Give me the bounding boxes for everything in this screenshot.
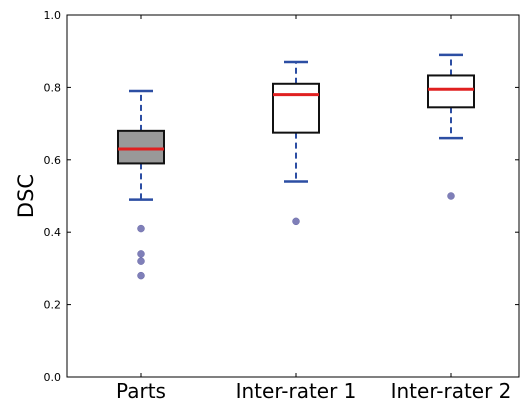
x-tick-label: Inter-rater 2 — [391, 379, 512, 400]
y-tick-label: 0.4 — [44, 226, 62, 239]
box-group — [117, 89, 165, 280]
y-tick-label: 0.6 — [44, 154, 62, 167]
y-tick-label: 0.0 — [44, 371, 62, 384]
y-tick-label: 0.8 — [44, 81, 62, 94]
iqr-box — [427, 74, 475, 109]
iqr-box — [117, 129, 165, 165]
outlier-point — [137, 257, 145, 265]
x-tick-label: Parts — [116, 379, 166, 400]
outlier-point — [447, 192, 455, 200]
y-tick-label: 1.0 — [44, 9, 62, 22]
box-group — [427, 53, 475, 200]
axes: 0.0 0.2 0.4 0.6 0.8 1.0 Parts Inter-rater 1 Inte… — [44, 9, 520, 400]
y-axis-label: DSC — [14, 174, 38, 218]
iqr-box — [272, 82, 320, 134]
outlier-point — [137, 224, 145, 233]
outlier-point — [137, 250, 145, 258]
axis-labels: DSC — [14, 174, 38, 218]
box-group — [272, 60, 320, 226]
outlier-point — [137, 271, 145, 280]
y-tick-label: 0.2 — [44, 299, 62, 312]
plot-marks — [117, 53, 475, 280]
x-tick-label: Inter-rater 1 — [236, 379, 357, 400]
plot-frame — [66, 14, 520, 378]
outlier-point — [292, 217, 300, 226]
